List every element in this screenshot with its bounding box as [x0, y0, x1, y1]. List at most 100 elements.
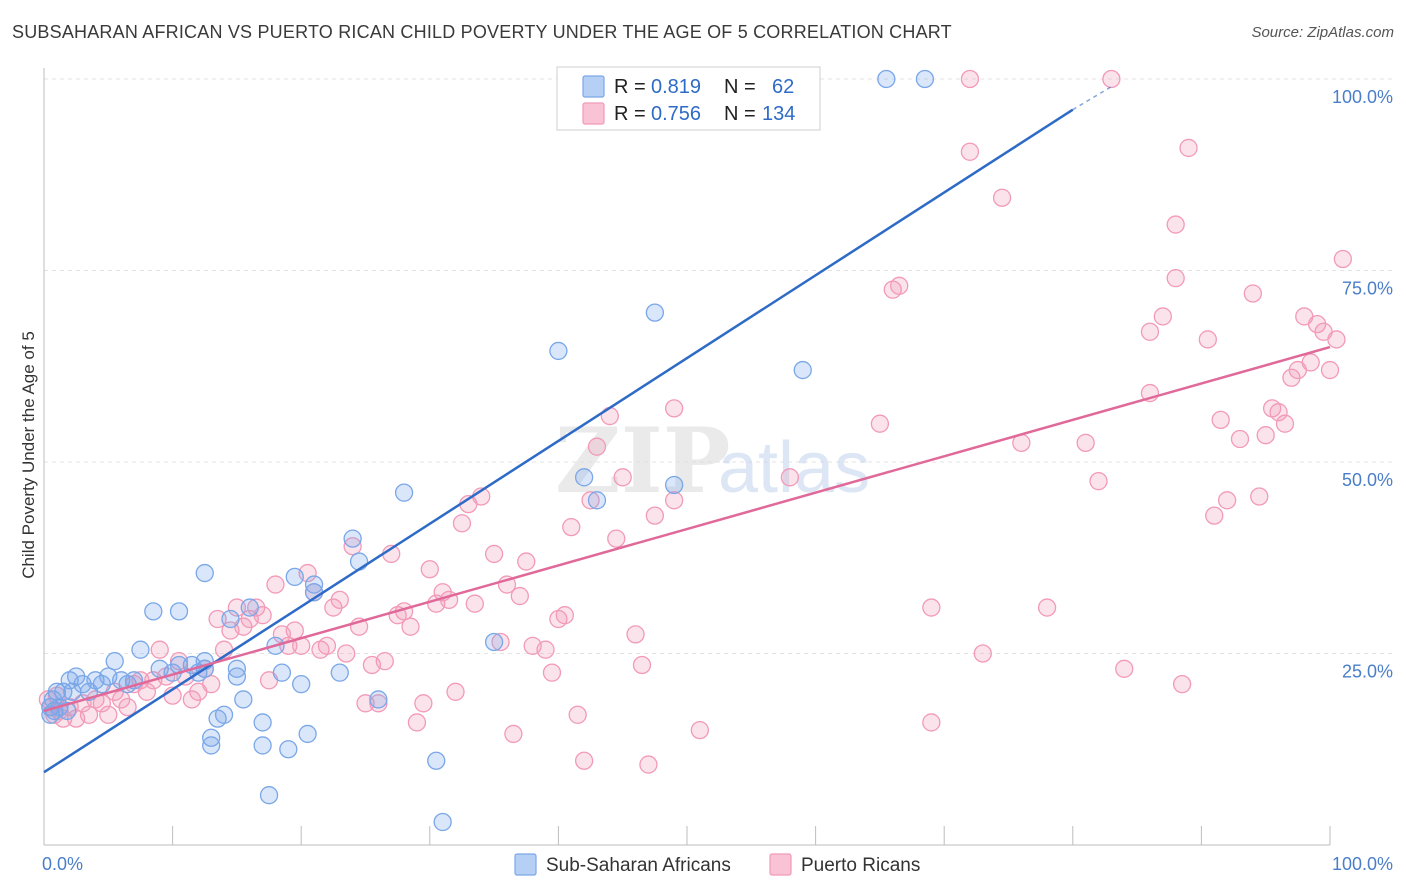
- data-point: [960, 69, 980, 89]
- data-point: [613, 468, 632, 487]
- trend-line-pr: [43, 345, 1331, 713]
- data-point: [304, 575, 324, 594]
- data-point: [1217, 491, 1237, 510]
- svg-text:atlas: atlas: [718, 428, 870, 508]
- data-point: [793, 360, 812, 380]
- data-point: [105, 652, 124, 671]
- data-point: [664, 399, 684, 418]
- data-point: [79, 705, 99, 724]
- data-point: [504, 724, 523, 744]
- data-point: [349, 552, 369, 571]
- data-point: [992, 188, 1012, 207]
- data-point: [208, 609, 227, 629]
- data-point: [632, 655, 652, 675]
- legend-r-label-2: R =: [614, 103, 646, 125]
- data-point: [922, 598, 941, 617]
- data-point: [870, 414, 890, 433]
- data-point: [1166, 215, 1185, 234]
- data-point: [47, 682, 67, 701]
- gridlines: [44, 78, 1395, 654]
- data-point: [420, 560, 439, 579]
- data-point: [195, 563, 214, 583]
- data-point: [285, 567, 304, 587]
- chart-title: SUBSAHARAN AFRICAN VS PUERTO RICAN CHILD…: [12, 22, 952, 42]
- data-point: [169, 602, 189, 621]
- data-point: [202, 674, 221, 694]
- x-tick-labels: 0.0% 100.0%: [42, 854, 1393, 874]
- legend-series: Sub-Saharan Africans Puerto Ricans: [514, 853, 920, 876]
- x-tick-label: 100.0%: [1332, 854, 1393, 874]
- data-point: [221, 609, 240, 629]
- data-point: [253, 713, 272, 732]
- data-point: [581, 491, 600, 510]
- legend-swatch-pr: [582, 102, 605, 125]
- legend-bottom-label-ssa: Sub-Saharan Africans: [546, 855, 731, 876]
- data-point: [446, 682, 465, 701]
- trend-line-ssa-extension: [1072, 86, 1112, 111]
- data-point: [202, 728, 221, 747]
- y-tick-label: 25.0%: [1342, 662, 1393, 682]
- legend-stats: R = 0.819 N = 62 R = 0.756 N = 134: [556, 66, 821, 131]
- data-point: [137, 682, 157, 701]
- data-point: [343, 529, 362, 548]
- data-point: [780, 468, 800, 487]
- data-point: [272, 663, 292, 682]
- data-point: [1275, 414, 1295, 433]
- svg-text:ZIP: ZIP: [555, 408, 730, 514]
- data-point: [1037, 598, 1057, 617]
- data-point: [587, 491, 607, 510]
- data-point: [1115, 659, 1134, 678]
- data-point: [227, 667, 247, 686]
- data-point: [1179, 138, 1198, 158]
- data-point: [266, 575, 285, 594]
- data-point: [664, 491, 684, 510]
- legend-bottom-swatch-ssa: [514, 853, 537, 876]
- data-point: [574, 468, 594, 487]
- source-label: Source: ZipAtlas.com: [1251, 24, 1394, 41]
- data-point: [568, 705, 587, 724]
- y-axis-title: Child Poverty Under the Age of 5: [19, 331, 38, 579]
- data-point: [690, 720, 710, 740]
- data-point: [510, 586, 529, 606]
- data-point: [1089, 471, 1108, 491]
- series-sub-saharan-africans: [41, 69, 935, 832]
- data-point: [1140, 322, 1160, 341]
- data-point: [1256, 426, 1275, 445]
- data-point: [427, 751, 446, 770]
- data-point: [337, 644, 356, 663]
- data-point: [664, 475, 684, 495]
- data-point: [433, 812, 452, 832]
- data-point: [375, 652, 394, 671]
- data-point: [1320, 360, 1340, 380]
- data-point: [330, 663, 349, 682]
- data-point: [491, 632, 510, 652]
- data-point: [317, 636, 337, 655]
- data-point: [452, 514, 472, 533]
- data-point: [517, 552, 536, 571]
- data-point: [144, 602, 163, 621]
- data-point: [1198, 330, 1217, 349]
- data-point: [536, 640, 555, 659]
- data-point: [645, 506, 664, 525]
- data-point: [600, 406, 619, 426]
- legend-n-value-1: 62: [772, 76, 794, 98]
- data-point: [369, 690, 388, 709]
- data-point: [259, 786, 279, 805]
- data-point: [562, 517, 581, 537]
- data-point: [234, 690, 253, 709]
- data-point: [1205, 506, 1224, 525]
- y-tick-label: 100.0%: [1332, 87, 1393, 107]
- data-point: [626, 625, 645, 644]
- trend-lines: [43, 86, 1331, 774]
- data-point: [292, 674, 311, 694]
- data-point: [890, 276, 909, 295]
- legend-r-value-2: 0.756: [651, 103, 701, 125]
- data-point: [639, 755, 658, 774]
- data-point: [131, 640, 150, 659]
- x-tick-label: 0.0%: [42, 854, 83, 874]
- y-tick-labels: 25.0% 50.0% 75.0% 100.0%: [1332, 87, 1393, 682]
- data-point: [1172, 674, 1192, 694]
- data-point: [394, 483, 414, 502]
- data-point: [279, 740, 298, 759]
- data-point: [285, 621, 304, 640]
